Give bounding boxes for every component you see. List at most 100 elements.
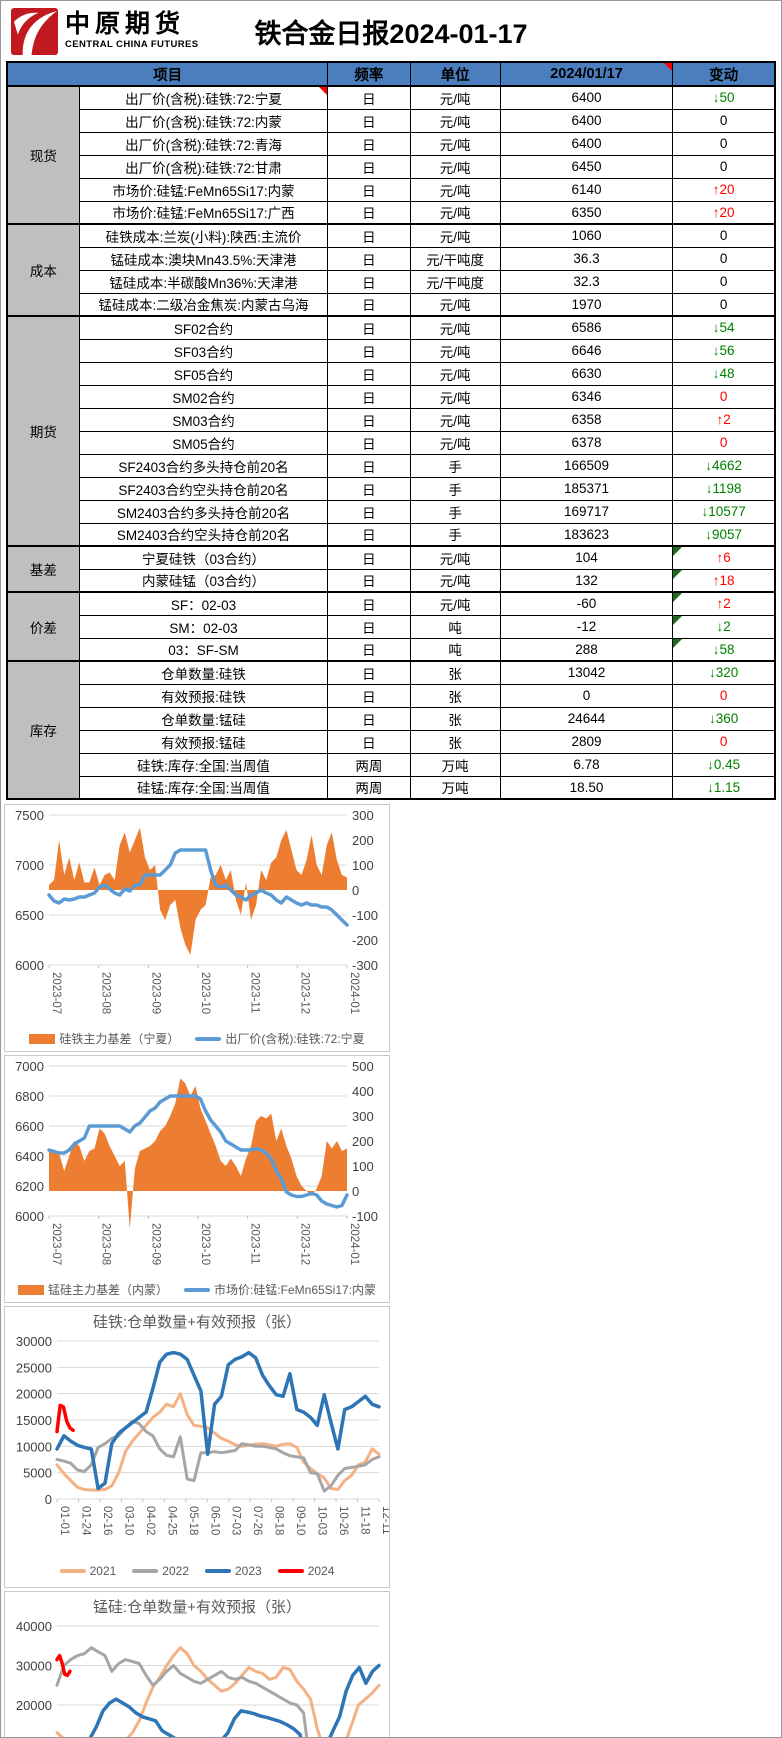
change-cell[interactable]: ↓320	[672, 660, 776, 685]
unit-cell[interactable]: 元/吨	[409, 85, 501, 110]
freq-cell[interactable]: 日	[327, 545, 411, 570]
freq-cell[interactable]: 日	[327, 269, 411, 294]
item-cell[interactable]: 03：SF-SM	[78, 637, 329, 662]
item-cell[interactable]: SM2403合约空头持仓前20名	[78, 522, 329, 547]
change-cell[interactable]: 0	[672, 269, 776, 294]
value-cell[interactable]: 6358	[499, 407, 674, 432]
value-cell[interactable]: 32.3	[499, 269, 674, 294]
unit-cell[interactable]: 元/干吨度	[409, 246, 501, 271]
unit-cell[interactable]: 元/吨	[409, 384, 501, 409]
unit-cell[interactable]: 元/吨	[409, 407, 501, 432]
value-cell[interactable]: 6586	[499, 315, 674, 340]
unit-cell[interactable]: 元/吨	[409, 430, 501, 455]
value-cell[interactable]: 18.50	[499, 775, 674, 800]
value-cell[interactable]: 6400	[499, 108, 674, 133]
value-cell[interactable]: 6630	[499, 361, 674, 386]
freq-cell[interactable]: 日	[327, 292, 411, 317]
unit-cell[interactable]: 手	[409, 453, 501, 478]
change-cell[interactable]: ↑18	[672, 568, 776, 593]
change-cell[interactable]: ↓9057	[672, 522, 776, 547]
unit-cell[interactable]: 元/吨	[409, 223, 501, 248]
freq-cell[interactable]: 日	[327, 614, 411, 639]
col-header-unit[interactable]: 单位	[409, 61, 501, 87]
unit-cell[interactable]: 元/吨	[409, 108, 501, 133]
item-cell[interactable]: 出厂价(含税):硅铁:72:青海	[78, 131, 329, 156]
freq-cell[interactable]: 日	[327, 499, 411, 524]
value-cell[interactable]: 6450	[499, 154, 674, 179]
item-cell[interactable]: SM2403合约多头持仓前20名	[78, 499, 329, 524]
category-cell[interactable]: 价差	[6, 591, 80, 662]
freq-cell[interactable]: 日	[327, 177, 411, 202]
item-cell[interactable]: 硅锰:库存:全国:当周值	[78, 775, 329, 800]
item-cell[interactable]: 硅铁:库存:全国:当周值	[78, 752, 329, 777]
freq-cell[interactable]: 日	[327, 407, 411, 432]
freq-cell[interactable]: 日	[327, 154, 411, 179]
value-cell[interactable]: 288	[499, 637, 674, 662]
value-cell[interactable]: 13042	[499, 660, 674, 685]
item-cell[interactable]: 宁夏硅铁（03合约）	[78, 545, 329, 570]
freq-cell[interactable]: 日	[327, 430, 411, 455]
freq-cell[interactable]: 日	[327, 361, 411, 386]
change-cell[interactable]: ↓2	[672, 614, 776, 639]
unit-cell[interactable]: 手	[409, 476, 501, 501]
freq-cell[interactable]: 日	[327, 729, 411, 754]
item-cell[interactable]: 仓单数量:硅铁	[78, 660, 329, 685]
freq-cell[interactable]: 日	[327, 706, 411, 731]
unit-cell[interactable]: 张	[409, 683, 501, 708]
value-cell[interactable]: 6350	[499, 200, 674, 225]
change-cell[interactable]: ↓54	[672, 315, 776, 340]
item-cell[interactable]: SM02合约	[78, 384, 329, 409]
unit-cell[interactable]: 元/吨	[409, 361, 501, 386]
item-cell[interactable]: SF2403合约空头持仓前20名	[78, 476, 329, 501]
item-cell[interactable]: 锰硅成本:澳块Mn43.5%:天津港	[78, 246, 329, 271]
col-header-freq[interactable]: 频率	[327, 61, 411, 87]
change-cell[interactable]: ↓50	[672, 85, 776, 110]
unit-cell[interactable]: 元/吨	[409, 568, 501, 593]
unit-cell[interactable]: 张	[409, 660, 501, 685]
value-cell[interactable]: 0	[499, 683, 674, 708]
unit-cell[interactable]: 元/吨	[409, 200, 501, 225]
unit-cell[interactable]: 张	[409, 706, 501, 731]
freq-cell[interactable]: 日	[327, 522, 411, 547]
item-cell[interactable]: SF2403合约多头持仓前20名	[78, 453, 329, 478]
value-cell[interactable]: 1970	[499, 292, 674, 317]
unit-cell[interactable]: 元/吨	[409, 292, 501, 317]
change-cell[interactable]: ↑2	[672, 591, 776, 616]
unit-cell[interactable]: 万吨	[409, 775, 501, 800]
change-cell[interactable]: 0	[672, 384, 776, 409]
unit-cell[interactable]: 万吨	[409, 752, 501, 777]
change-cell[interactable]: 0	[672, 729, 776, 754]
item-cell[interactable]: SM03合约	[78, 407, 329, 432]
unit-cell[interactable]: 元/吨	[409, 177, 501, 202]
value-cell[interactable]: -60	[499, 591, 674, 616]
value-cell[interactable]: 166509	[499, 453, 674, 478]
change-cell[interactable]: ↓58	[672, 637, 776, 662]
unit-cell[interactable]: 吨	[409, 614, 501, 639]
item-cell[interactable]: 仓单数量:锰硅	[78, 706, 329, 731]
item-cell[interactable]: SF02合约	[78, 315, 329, 340]
freq-cell[interactable]: 两周	[327, 752, 411, 777]
item-cell[interactable]: SF：02-03	[78, 591, 329, 616]
col-header-date[interactable]: 2024/01/17	[499, 61, 674, 87]
item-cell[interactable]: 出厂价(含税):硅铁:72:内蒙	[78, 108, 329, 133]
freq-cell[interactable]: 日	[327, 246, 411, 271]
change-cell[interactable]: ↓360	[672, 706, 776, 731]
change-cell[interactable]: ↓56	[672, 338, 776, 363]
item-cell[interactable]: 市场价:硅锰:FeMn65Si17:内蒙	[78, 177, 329, 202]
freq-cell[interactable]: 日	[327, 384, 411, 409]
unit-cell[interactable]: 元/吨	[409, 154, 501, 179]
change-cell[interactable]: 0	[672, 292, 776, 317]
freq-cell[interactable]: 日	[327, 683, 411, 708]
freq-cell[interactable]: 日	[327, 315, 411, 340]
freq-cell[interactable]: 日	[327, 85, 411, 110]
item-cell[interactable]: 市场价:硅锰:FeMn65Si17:广西	[78, 200, 329, 225]
item-cell[interactable]: SF03合约	[78, 338, 329, 363]
unit-cell[interactable]: 元/吨	[409, 545, 501, 570]
value-cell[interactable]: 6140	[499, 177, 674, 202]
unit-cell[interactable]: 手	[409, 499, 501, 524]
category-cell[interactable]: 成本	[6, 223, 80, 317]
value-cell[interactable]: 104	[499, 545, 674, 570]
item-cell[interactable]: SF05合约	[78, 361, 329, 386]
value-cell[interactable]: -12	[499, 614, 674, 639]
value-cell[interactable]: 6646	[499, 338, 674, 363]
